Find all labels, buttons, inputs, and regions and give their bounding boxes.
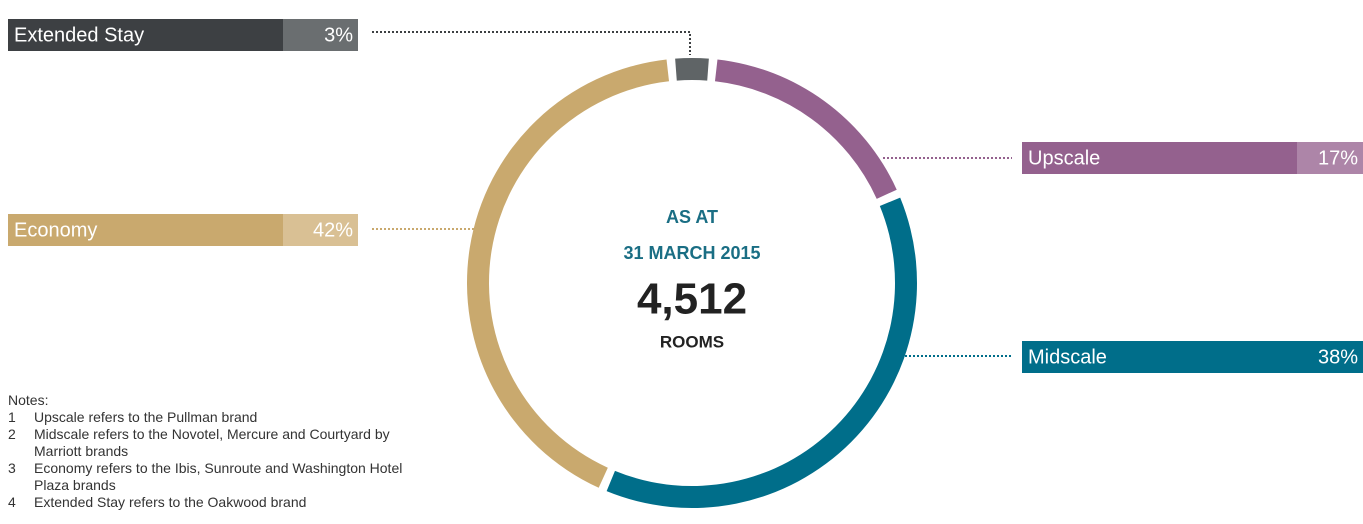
note-list: 1 Upscale refers to the Pullman brand 2 Mid… bbox=[8, 409, 408, 511]
value-label: 17% bbox=[1318, 147, 1358, 169]
note-number: 2 bbox=[8, 426, 16, 442]
center-text: AS AT bbox=[666, 207, 718, 227]
note-text: Midscale refers to the Novotel, Mercure … bbox=[34, 426, 390, 459]
notes-title: Notes: bbox=[8, 392, 49, 408]
legend-value-box bbox=[283, 214, 358, 246]
note-item: 4 Extended Stay refers to the Oakwood bra… bbox=[8, 494, 408, 511]
center-text: 4,512 bbox=[637, 275, 747, 324]
donut-segment bbox=[606, 197, 917, 508]
note-number: 1 bbox=[8, 409, 16, 425]
notes: Notes: 1 Upscale refers to the Pullman br… bbox=[8, 392, 408, 511]
donut-segment bbox=[466, 59, 670, 488]
note-number: 3 bbox=[8, 460, 16, 476]
legend-label: Upscale bbox=[1028, 147, 1100, 169]
note-text: Economy refers to the Ibis, Sunroute and… bbox=[34, 460, 403, 493]
note-text: Extended Stay refers to the Oakwood bran… bbox=[34, 494, 307, 510]
legend-value-box bbox=[1297, 341, 1363, 373]
donut-segment bbox=[714, 59, 897, 199]
note-text: Upscale refers to the Pullman brand bbox=[34, 409, 258, 425]
leader-line bbox=[372, 31, 691, 55]
legend-value-box bbox=[1297, 142, 1363, 174]
legend-label: Extended Stay bbox=[14, 24, 144, 46]
legend-label: Midscale bbox=[1028, 346, 1107, 368]
center-text: 31 MARCH 2015 bbox=[623, 243, 760, 263]
legend-name-box bbox=[1022, 341, 1297, 373]
value-label: 38% bbox=[1318, 346, 1358, 368]
legend-value-box bbox=[283, 19, 358, 51]
legend-label: Economy bbox=[14, 219, 97, 241]
legend-name-box bbox=[8, 214, 283, 246]
note-item: 3 Economy refers to the Ibis, Sunroute an… bbox=[8, 460, 408, 494]
value-label: 3% bbox=[324, 24, 353, 46]
value-label: 42% bbox=[313, 219, 353, 241]
legend-name-box bbox=[1022, 142, 1297, 174]
note-item: 1 Upscale refers to the Pullman brand bbox=[8, 409, 408, 426]
note-number: 4 bbox=[8, 494, 16, 510]
donut-segment bbox=[675, 58, 709, 81]
legend-name-box bbox=[8, 19, 283, 51]
note-item: 2 Midscale refers to the Novotel, Mercure… bbox=[8, 426, 408, 460]
center-text: ROOMS bbox=[660, 332, 724, 351]
